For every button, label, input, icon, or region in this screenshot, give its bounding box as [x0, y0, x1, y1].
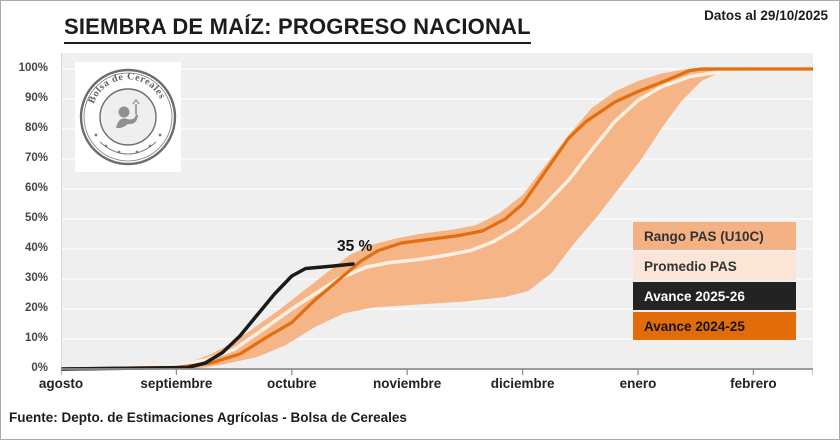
page-title: SIEMBRA DE MAÍZ: PROGRESO NACIONAL [64, 14, 531, 44]
legend-label: Avance 2024-25 [644, 318, 745, 334]
legend-item-avance-2024-25: Avance 2024-25 [633, 312, 796, 340]
bolsa-de-cereales-logo: Bolsa de Cereales [75, 62, 181, 172]
y-tick-label: 0% [31, 362, 48, 374]
y-tick-label: 60% [24, 182, 48, 194]
x-month-label: enero [619, 376, 657, 391]
legend: Rango PAS (U10C) Promedio PAS Avance 202… [633, 222, 796, 342]
x-month-label: noviembre [373, 376, 442, 391]
legend-item-promedio-pas: Promedio PAS [633, 252, 796, 280]
x-axis-labels: agosto septiembre octubre noviembre diciembr… [1, 376, 839, 396]
x-month-label: agosto [38, 376, 84, 391]
chart-plot [61, 53, 813, 375]
legend-item-rango-pas: Rango PAS (U10C) [633, 222, 796, 250]
y-tick-label: 10% [24, 332, 48, 344]
y-tick-label: 100% [18, 62, 48, 74]
y-tick-label: 70% [24, 152, 48, 164]
y-tick-label: 20% [24, 302, 48, 314]
y-tick-label: 50% [24, 212, 48, 224]
legend-item-avance-2025-26: Avance 2025-26 [633, 282, 796, 310]
legend-label: Promedio PAS [644, 258, 737, 274]
current-progress-annotation: 35 % [337, 238, 373, 255]
x-month-label: septiembre [140, 376, 213, 391]
x-month-label: octubre [267, 376, 317, 391]
source-note: Fuente: Depto. de Estimaciones Agrícolas… [9, 410, 407, 425]
date-note: Datos al 29/10/2025 [704, 8, 828, 23]
y-tick-label: 30% [24, 272, 48, 284]
y-tick-label: 80% [24, 122, 48, 134]
y-tick-label: 40% [24, 242, 48, 254]
x-month-label: diciembre [490, 376, 555, 391]
legend-label: Rango PAS (U10C) [644, 228, 764, 244]
legend-label: Avance 2025-26 [644, 288, 745, 304]
y-axis-labels: 0% 10% 20% 30% 40% 50% 60% 70% 80% 90% 100% [1, 53, 55, 383]
y-tick-label: 90% [24, 92, 48, 104]
x-month-label: febrero [730, 376, 777, 391]
